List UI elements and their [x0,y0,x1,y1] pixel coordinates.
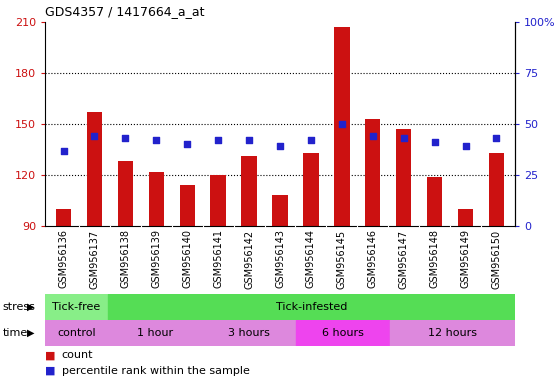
Bar [296,320,390,346]
Text: ■: ■ [45,350,55,360]
Text: GSM956142: GSM956142 [244,229,254,288]
Bar [45,320,108,346]
Text: GSM956143: GSM956143 [275,229,285,288]
Text: GSM956136: GSM956136 [59,229,68,288]
Bar [148,172,164,226]
Point [368,133,377,139]
Point [337,121,346,127]
Point [461,143,470,149]
Bar [202,320,296,346]
Text: percentile rank within the sample: percentile rank within the sample [62,366,250,376]
Text: count: count [62,350,94,360]
Bar [118,161,133,226]
Bar [108,294,515,320]
Text: control: control [57,328,96,338]
Bar [211,175,226,226]
Text: GSM956145: GSM956145 [337,229,347,288]
Text: 6 hours: 6 hours [322,328,363,338]
Text: Tick-infested: Tick-infested [276,302,347,312]
Bar [180,185,195,226]
Text: GSM956146: GSM956146 [368,229,378,288]
Text: GSM956150: GSM956150 [492,229,501,288]
Point [90,133,99,139]
Bar [489,153,504,226]
Point [152,137,161,143]
Point [492,135,501,141]
Bar [56,209,71,226]
Point [59,147,68,154]
Text: GSM956138: GSM956138 [120,229,130,288]
Point [430,139,439,146]
Text: Tick-free: Tick-free [52,302,100,312]
Text: stress: stress [3,302,36,312]
Bar [427,177,442,226]
Point [183,141,192,147]
Text: GSM956149: GSM956149 [460,229,470,288]
Bar [303,153,319,226]
Bar [334,27,349,226]
Text: 1 hour: 1 hour [137,328,172,338]
Bar [396,129,412,226]
Point [306,137,315,143]
Text: GSM956144: GSM956144 [306,229,316,288]
Text: ▶: ▶ [27,302,35,312]
Point [399,135,408,141]
Bar [87,112,102,226]
Text: time: time [3,328,28,338]
Text: GDS4357 / 1417664_a_at: GDS4357 / 1417664_a_at [45,5,204,18]
Bar [108,320,202,346]
Text: ■: ■ [45,366,55,376]
Text: GSM956148: GSM956148 [430,229,440,288]
Text: GSM956140: GSM956140 [182,229,192,288]
Text: 3 hours: 3 hours [228,328,269,338]
Bar [458,209,473,226]
Bar [272,195,288,226]
Point [245,137,254,143]
Point [276,143,284,149]
Text: ▶: ▶ [27,328,35,338]
Point [214,137,223,143]
Bar [241,156,257,226]
Bar [45,294,108,320]
Text: GSM956147: GSM956147 [399,229,409,288]
Text: GSM956141: GSM956141 [213,229,223,288]
Text: 12 hours: 12 hours [428,328,477,338]
Text: GSM956139: GSM956139 [151,229,161,288]
Bar [390,320,515,346]
Bar [365,119,380,226]
Text: GSM956137: GSM956137 [90,229,100,288]
Point [121,135,130,141]
